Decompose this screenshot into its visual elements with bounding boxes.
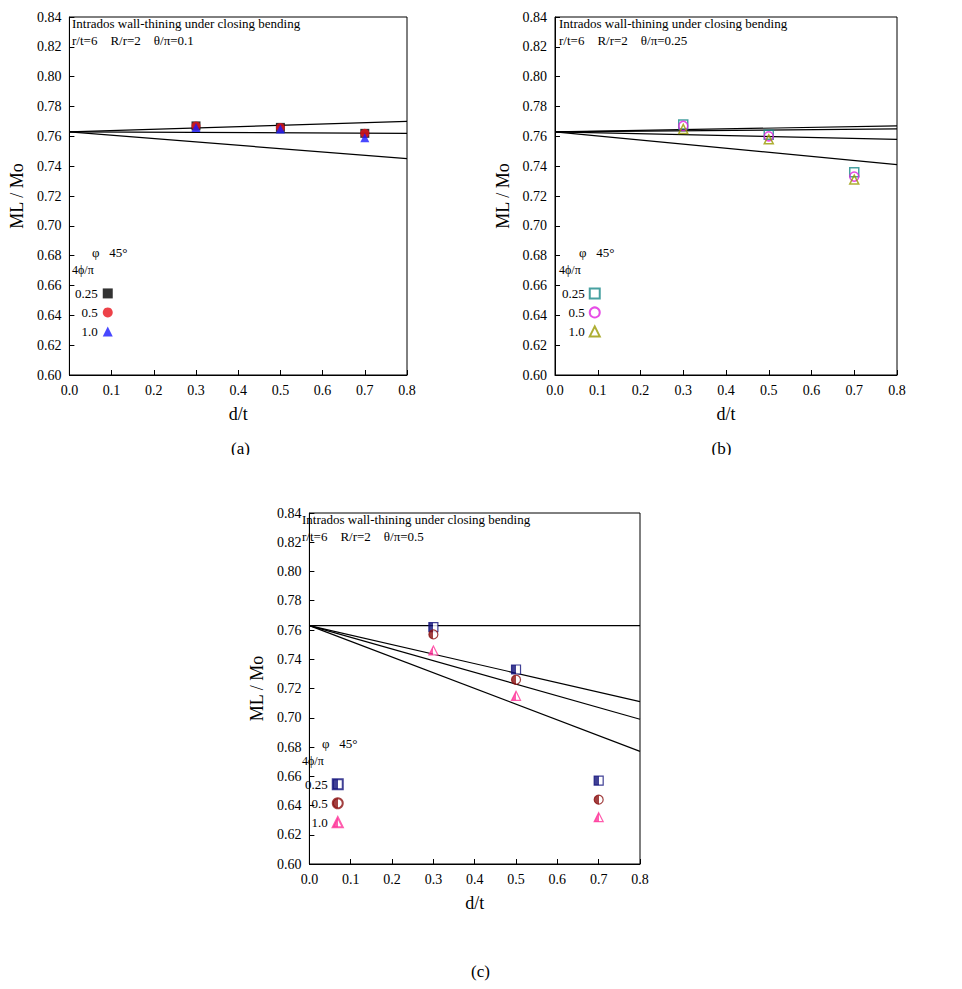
svg-text:1.0: 1.0 <box>82 324 98 339</box>
svg-text:Intrados wall-thining under cl: Intrados wall-thining under closing bend… <box>302 512 531 527</box>
svg-text:0.84: 0.84 <box>277 506 302 521</box>
svg-text:0.3: 0.3 <box>675 383 693 398</box>
svg-text:0.3: 0.3 <box>425 872 443 887</box>
svg-text:0.8: 0.8 <box>398 383 416 398</box>
svg-text:0.62: 0.62 <box>277 827 302 842</box>
svg-text:0.64: 0.64 <box>277 798 302 813</box>
svg-text:0.25: 0.25 <box>75 286 98 301</box>
svg-text:0.72: 0.72 <box>277 681 302 696</box>
svg-text:φ 45°: φ 45° <box>322 736 357 751</box>
svg-text:ML / Mo: ML / Mo <box>247 656 267 721</box>
svg-text:0.25: 0.25 <box>305 777 328 792</box>
svg-text:0.60: 0.60 <box>277 857 302 872</box>
svg-text:0.2: 0.2 <box>383 872 401 887</box>
svg-text:0.6: 0.6 <box>314 383 332 398</box>
svg-text:0.76: 0.76 <box>523 129 548 144</box>
svg-text:0.70: 0.70 <box>37 218 62 233</box>
svg-text:(b): (b) <box>712 439 732 455</box>
svg-text:0.66: 0.66 <box>523 278 548 293</box>
svg-text:1.0: 1.0 <box>312 815 328 830</box>
svg-text:0.80: 0.80 <box>37 69 62 84</box>
svg-text:0.62: 0.62 <box>37 338 62 353</box>
svg-text:1.0: 1.0 <box>569 324 585 339</box>
svg-text:0.62: 0.62 <box>523 338 548 353</box>
svg-text:0.74: 0.74 <box>277 652 302 667</box>
svg-text:(a): (a) <box>231 439 250 455</box>
svg-text:φ 45°: φ 45° <box>579 245 614 260</box>
svg-text:0.76: 0.76 <box>37 129 62 144</box>
svg-text:0.5: 0.5 <box>272 383 290 398</box>
svg-text:0.84: 0.84 <box>523 10 548 25</box>
svg-text:0.7: 0.7 <box>590 872 608 887</box>
svg-text:Intrados wall-thining under cl: Intrados wall-thining under closing bend… <box>72 16 301 31</box>
svg-text:0.7: 0.7 <box>846 383 864 398</box>
svg-text:0.68: 0.68 <box>523 248 548 263</box>
svg-text:0.2: 0.2 <box>145 383 163 398</box>
svg-text:0.74: 0.74 <box>37 159 62 174</box>
svg-text:0.72: 0.72 <box>37 189 62 204</box>
svg-text:0.3: 0.3 <box>187 383 205 398</box>
svg-text:d/t: d/t <box>229 404 248 424</box>
svg-text:0.5: 0.5 <box>507 872 525 887</box>
svg-text:0.4: 0.4 <box>717 383 735 398</box>
svg-text:0.72: 0.72 <box>523 189 548 204</box>
svg-text:0.60: 0.60 <box>37 368 62 383</box>
svg-text:φ 45°: φ 45° <box>92 245 127 260</box>
svg-text:0.60: 0.60 <box>523 368 548 383</box>
svg-text:r/t=6 R/r=2 θ/π=0.5: r/t=6 R/r=2 θ/π=0.5 <box>302 529 424 544</box>
svg-text:0.0: 0.0 <box>546 383 564 398</box>
svg-text:0.78: 0.78 <box>277 593 302 608</box>
svg-text:0.6: 0.6 <box>803 383 821 398</box>
svg-text:0.4: 0.4 <box>229 383 247 398</box>
svg-text:r/t=6 R/r=2 θ/π=0.25: r/t=6 R/r=2 θ/π=0.25 <box>559 33 687 48</box>
svg-text:0.1: 0.1 <box>103 383 121 398</box>
svg-text:0.80: 0.80 <box>523 69 548 84</box>
svg-text:0.70: 0.70 <box>523 218 548 233</box>
svg-text:0.76: 0.76 <box>277 623 302 638</box>
svg-text:ML / Mo: ML / Mo <box>7 163 27 228</box>
svg-text:0.66: 0.66 <box>37 278 62 293</box>
svg-text:0.82: 0.82 <box>277 535 302 550</box>
svg-text:Intrados wall-thining under cl: Intrados wall-thining under closing bend… <box>559 16 788 31</box>
svg-text:0.66: 0.66 <box>277 769 302 784</box>
svg-text:0.8: 0.8 <box>888 383 906 398</box>
svg-text:0.68: 0.68 <box>37 248 62 263</box>
svg-text:0.5: 0.5 <box>82 305 98 320</box>
svg-text:0.84: 0.84 <box>37 10 62 25</box>
svg-text:0.64: 0.64 <box>523 308 548 323</box>
svg-text:0.1: 0.1 <box>342 872 360 887</box>
svg-text:0.78: 0.78 <box>523 99 548 114</box>
svg-text:0.5: 0.5 <box>760 383 778 398</box>
svg-text:4ϕ/π: 4ϕ/π <box>72 263 94 277</box>
svg-text:0.82: 0.82 <box>523 39 548 54</box>
svg-text:0.2: 0.2 <box>632 383 650 398</box>
svg-text:0.0: 0.0 <box>301 872 319 887</box>
svg-text:4ϕ/π: 4ϕ/π <box>302 754 324 768</box>
svg-text:r/t=6 R/r=2 θ/π=0.1: r/t=6 R/r=2 θ/π=0.1 <box>72 33 194 48</box>
svg-text:(c): (c) <box>471 962 490 981</box>
svg-text:4ϕ/π: 4ϕ/π <box>559 263 581 277</box>
svg-text:0.7: 0.7 <box>356 383 374 398</box>
svg-text:0.78: 0.78 <box>37 99 62 114</box>
svg-text:0.70: 0.70 <box>277 710 302 725</box>
svg-text:0.4: 0.4 <box>466 872 484 887</box>
svg-text:0.1: 0.1 <box>589 383 607 398</box>
svg-text:0.0: 0.0 <box>61 383 79 398</box>
svg-text:0.5: 0.5 <box>569 305 585 320</box>
svg-text:0.74: 0.74 <box>523 159 548 174</box>
svg-text:d/t: d/t <box>465 893 484 913</box>
svg-text:0.8: 0.8 <box>631 872 649 887</box>
svg-text:d/t: d/t <box>716 404 735 424</box>
svg-text:0.82: 0.82 <box>37 39 62 54</box>
svg-text:0.68: 0.68 <box>277 740 302 755</box>
svg-text:0.5: 0.5 <box>312 796 328 811</box>
svg-text:0.64: 0.64 <box>37 308 62 323</box>
svg-text:0.80: 0.80 <box>277 564 302 579</box>
svg-text:0.25: 0.25 <box>562 286 585 301</box>
svg-text:ML / Mo: ML / Mo <box>493 163 513 228</box>
svg-text:0.6: 0.6 <box>549 872 567 887</box>
